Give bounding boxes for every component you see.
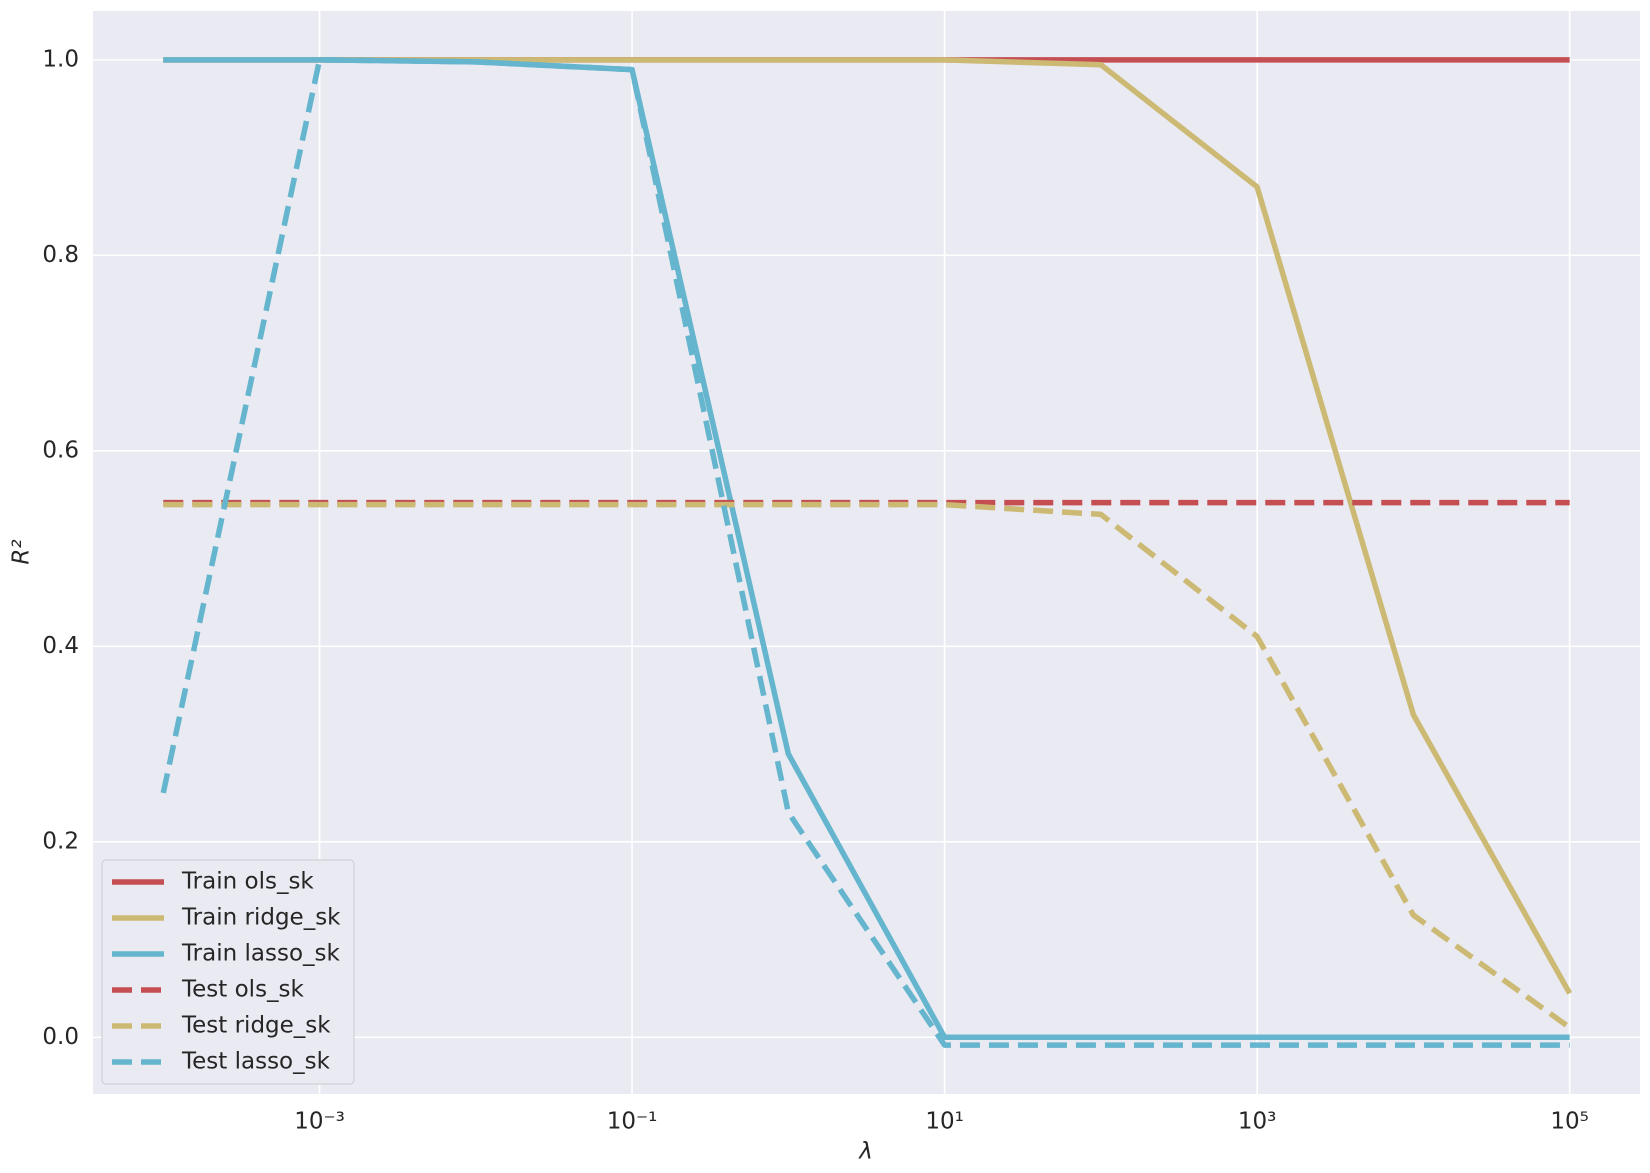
x-tick-label: 10⁻³ <box>294 1109 345 1135</box>
x-tick-label: 10⁵ <box>1550 1109 1589 1135</box>
line <box>163 501 1572 1030</box>
x-tick-label: 10¹ <box>925 1109 964 1135</box>
y-tick-label: 1.0 <box>42 46 79 72</box>
legend-label: Test ridge_sk <box>181 1013 331 1039</box>
y-tick-label: 0.6 <box>42 437 79 463</box>
x-tick-label: 10³ <box>1238 1109 1277 1135</box>
legend-label: Train ridge_sk <box>181 905 341 931</box>
legend-label: Test ols_sk <box>181 977 305 1003</box>
y-tick-label: 0.4 <box>42 633 79 659</box>
legend-box <box>101 859 355 1085</box>
legend-label: Train ols_sk <box>181 869 314 895</box>
legend-label: Test lasso_sk <box>181 1049 331 1075</box>
y-axis-label: R² <box>9 539 35 564</box>
legend: Train ols_sk Train ridge_sk Train lasso_sk… <box>101 859 355 1085</box>
y-tick-label: 0.0 <box>42 1024 79 1050</box>
y-tick-label: 0.8 <box>42 242 79 268</box>
x-axis-label: λ <box>857 1139 873 1165</box>
line <box>160 57 1570 1048</box>
y-tick-label: 0.2 <box>42 828 79 854</box>
x-tick-label: 10⁻¹ <box>607 1109 658 1135</box>
legend-label: Train lasso_sk <box>181 941 341 967</box>
